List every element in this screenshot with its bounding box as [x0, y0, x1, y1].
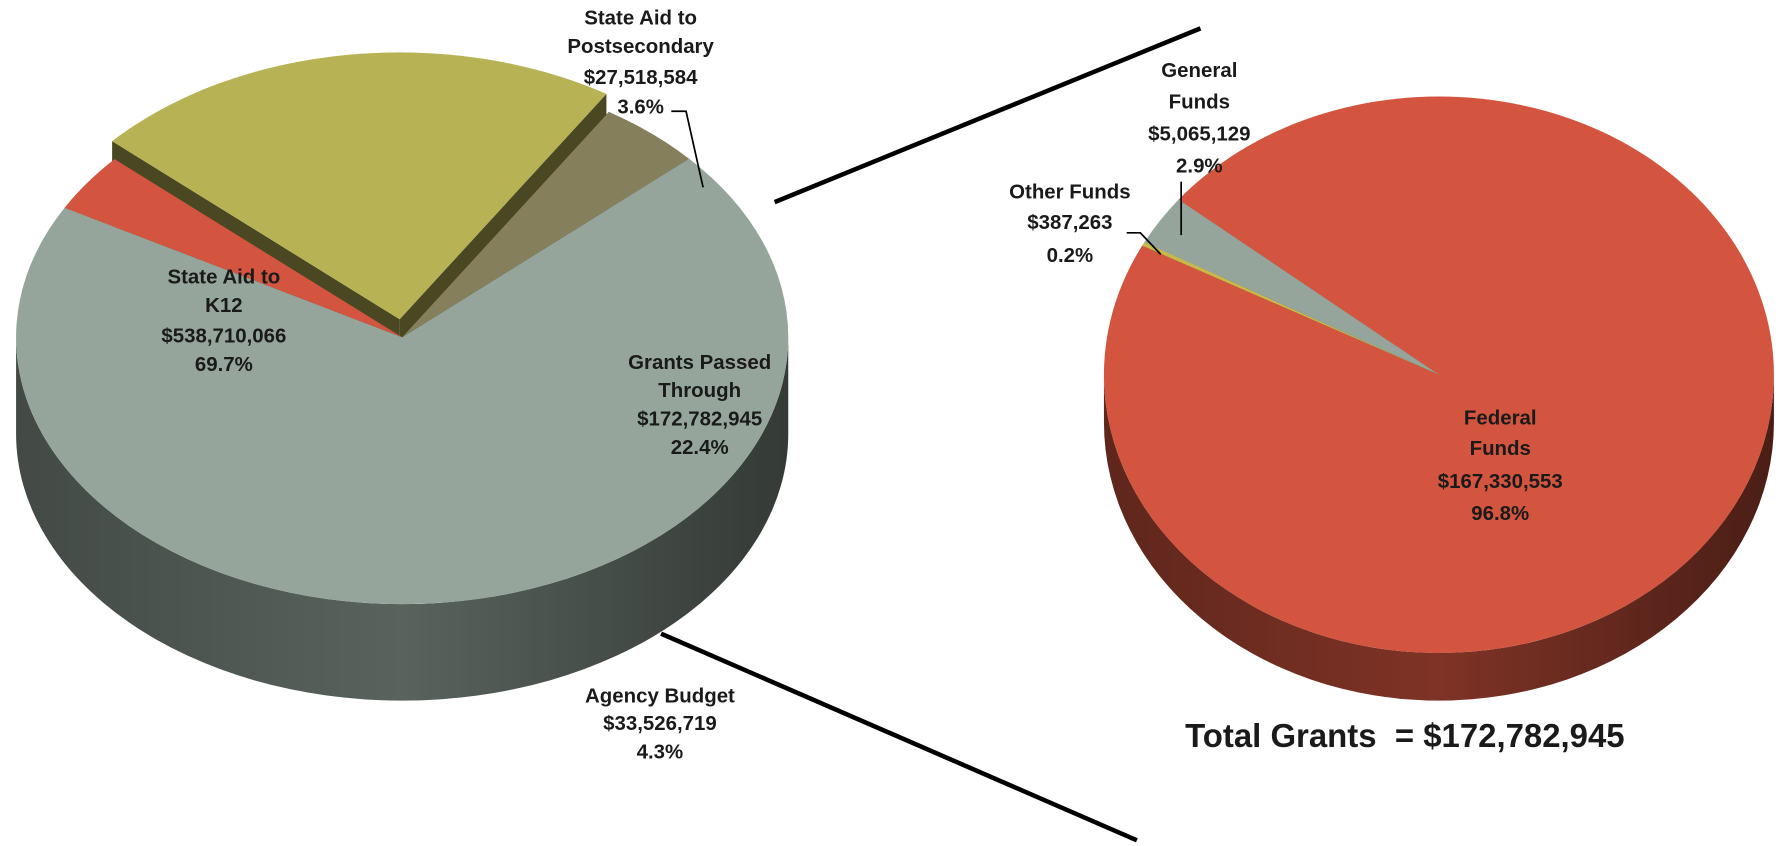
slice-label: State Aid to [584, 7, 697, 30]
pie-slice [402, 111, 690, 338]
chart-title: Total Grants = $172,782,945 [1185, 717, 1625, 754]
connector-line [660, 631, 1138, 843]
slice-side [16, 337, 789, 701]
percent-label: 0.2% [1047, 244, 1094, 267]
slice-label: Grants Passed [628, 351, 771, 374]
value-label: $172,782,945 [637, 408, 762, 431]
slice-label: Funds [1470, 437, 1531, 460]
slice-label: Postsecondary [567, 35, 714, 58]
value-label: $167,330,553 [1438, 470, 1563, 493]
pie-slice [1142, 242, 1439, 375]
pie-slice [64, 159, 403, 338]
pie [1103, 96, 1774, 701]
slice-label: General [1161, 59, 1237, 82]
percent-label: 2.9% [1176, 154, 1223, 177]
percent-label: 3.6% [617, 95, 664, 118]
leader-line [1126, 231, 1162, 255]
slice-label: Agency Budget [585, 685, 735, 708]
value-label: $538,710,066 [161, 325, 286, 348]
slice-side [1103, 374, 1774, 701]
percent-label: 96.8% [1471, 502, 1529, 525]
slice-label: Funds [1169, 91, 1230, 114]
slice-label: Other Funds [1009, 180, 1131, 203]
pie-slice [112, 52, 607, 320]
value-label: $5,065,129 [1148, 123, 1250, 146]
pie [16, 52, 789, 701]
pies [16, 52, 1774, 701]
pie-slice [16, 158, 789, 605]
percent-label: 22.4% [671, 436, 729, 459]
slice-label: K12 [205, 294, 243, 317]
pie-slice [1144, 199, 1439, 375]
value-label: $33,526,719 [603, 712, 717, 735]
slice-label: Federal [1464, 406, 1537, 429]
value-label: $27,518,584 [584, 66, 698, 89]
slice-label: Through [658, 379, 741, 402]
percent-label: 69.7% [195, 353, 253, 376]
connector-line [773, 26, 1202, 205]
leader-line [671, 110, 704, 188]
slice-label: State Aid to [167, 266, 280, 289]
pie-slice [1103, 96, 1774, 653]
value-label: $387,263 [1027, 211, 1112, 234]
percent-label: 4.3% [637, 740, 684, 763]
